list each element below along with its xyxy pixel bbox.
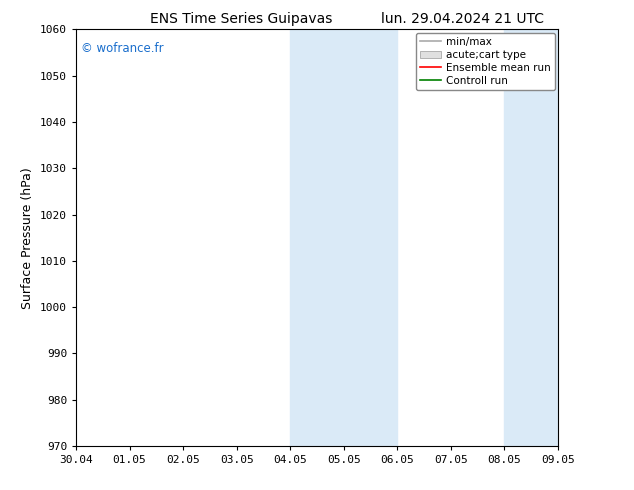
Bar xyxy=(505,29,558,446)
Bar xyxy=(290,29,344,446)
Text: © wofrance.fr: © wofrance.fr xyxy=(81,42,164,55)
Text: lun. 29.04.2024 21 UTC: lun. 29.04.2024 21 UTC xyxy=(381,12,545,26)
Legend: min/max, acute;cart type, Ensemble mean run, Controll run: min/max, acute;cart type, Ensemble mean … xyxy=(416,32,555,90)
Y-axis label: Surface Pressure (hPa): Surface Pressure (hPa) xyxy=(22,167,34,309)
Text: ENS Time Series Guipavas: ENS Time Series Guipavas xyxy=(150,12,332,26)
Bar xyxy=(344,29,398,446)
